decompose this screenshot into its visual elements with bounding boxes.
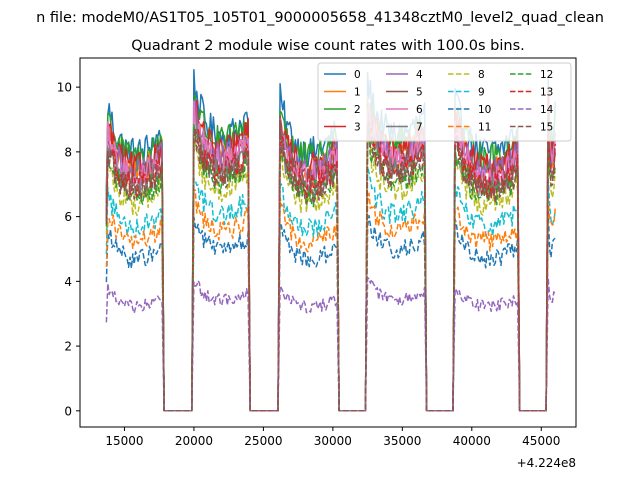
legend-label-5: 5 — [416, 87, 423, 99]
legend-label-7: 7 — [416, 122, 423, 134]
x-tick-label-6: 45000 — [522, 434, 560, 448]
legend-label-10: 10 — [478, 104, 491, 116]
y-tick-label-3: 6 — [64, 210, 72, 224]
series-line-15 — [105, 118, 556, 412]
legend-box — [317, 62, 572, 142]
series-layer — [105, 69, 556, 412]
x-tick-label-2: 25000 — [244, 434, 282, 448]
legend-label-0: 0 — [354, 69, 361, 81]
series-line-11 — [105, 189, 556, 412]
series-line-9 — [105, 166, 556, 412]
x-tick-label-5: 40000 — [453, 434, 491, 448]
series-line-10 — [105, 211, 556, 412]
y-tick-label-4: 8 — [64, 145, 72, 159]
series-line-13 — [105, 121, 556, 412]
legend-label-6: 6 — [416, 104, 423, 116]
legend-label-13: 13 — [540, 87, 553, 99]
x-offset-label: +4.224e8 — [517, 456, 576, 470]
legend-label-4: 4 — [416, 69, 423, 81]
legend-label-3: 3 — [354, 122, 361, 134]
x-tick-label-3: 30000 — [314, 434, 352, 448]
y-tick-label-0: 0 — [64, 404, 72, 418]
legend-label-2: 2 — [354, 104, 361, 116]
series-line-14 — [105, 277, 556, 412]
chart-title: Quadrant 2 module wise count rates with … — [131, 38, 525, 54]
legend-label-14: 14 — [540, 104, 554, 116]
plot-frame — [79, 57, 577, 428]
x-axis: 15000 20000 25000 30000 35000 40000 45000 — [105, 427, 560, 448]
y-tick-label-5: 10 — [57, 81, 72, 95]
x-tick-label-1: 20000 — [175, 434, 213, 448]
legend-label-9: 9 — [478, 87, 485, 99]
suptitle: n file: modeM0/AS1T05_105T01_9000005658_… — [36, 10, 604, 26]
legend-label-12: 12 — [540, 69, 553, 81]
legend-label-15: 15 — [540, 122, 553, 134]
x-tick-label-4: 35000 — [383, 434, 421, 448]
y-axis: 0 2 4 6 8 10 — [57, 81, 80, 418]
legend-label-1: 1 — [354, 87, 361, 99]
y-tick-label-1: 2 — [64, 340, 72, 354]
y-tick-label-2: 4 — [64, 275, 72, 289]
x-tick-label-0: 15000 — [105, 434, 143, 448]
legend-label-8: 8 — [478, 69, 485, 81]
legend-label-11: 11 — [478, 122, 491, 134]
